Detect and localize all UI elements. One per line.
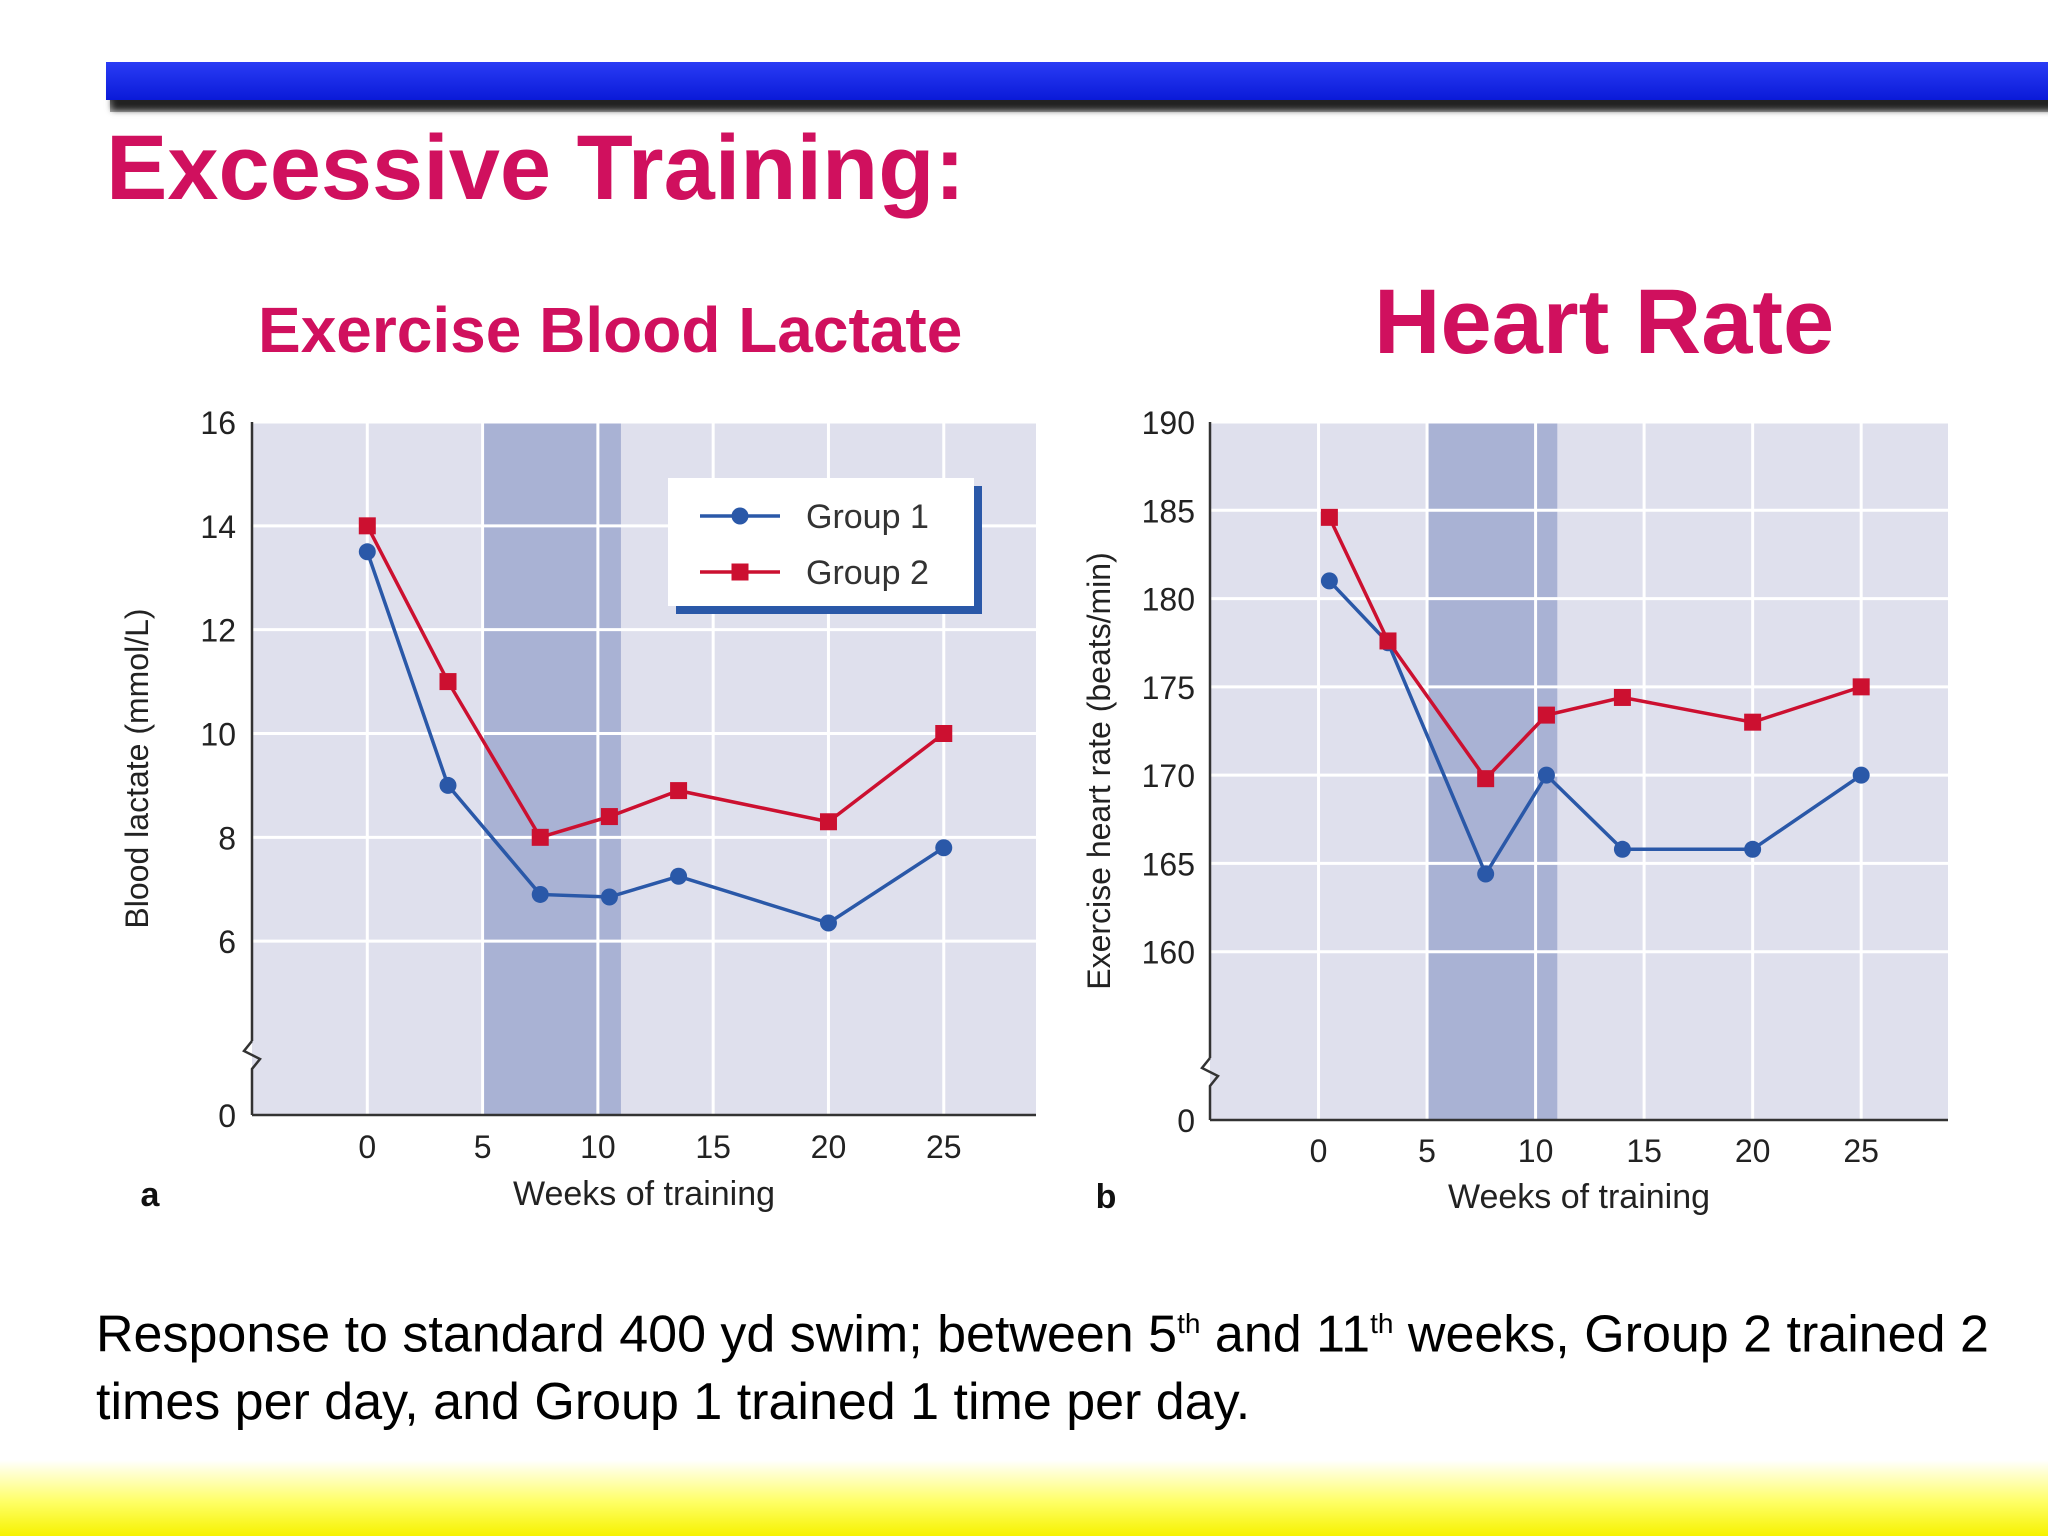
y-tick-label: 0 <box>1177 1103 1195 1139</box>
x-tick-label: 25 <box>926 1129 962 1165</box>
data-point-group-2 <box>935 725 953 742</box>
data-point-group-2 <box>1477 770 1495 788</box>
chart-a: 0 6 8 10 12 14 16 0 5 10 15 20 25 Weeks of training Bl… <box>119 405 1036 1214</box>
caption-sup-1: th <box>1177 1308 1201 1339</box>
data-point-group-2 <box>1613 688 1631 706</box>
legend-marker-square <box>731 563 749 581</box>
data-point-group-2 <box>1852 678 1870 696</box>
y-tick-label: 6 <box>218 924 236 960</box>
data-point-group-2 <box>1744 713 1762 731</box>
data-point-group-1 <box>670 867 688 885</box>
lactate-chart-title: Exercise Blood Lactate <box>258 294 963 366</box>
y-tick-label: 160 <box>1142 935 1195 971</box>
top-bar-shadow <box>110 100 2048 112</box>
x-axis-label: Weeks of training <box>1448 1178 1710 1216</box>
data-point-group-2 <box>358 517 376 535</box>
y-tick-label: 14 <box>200 509 236 545</box>
data-point-group-1 <box>1852 766 1870 784</box>
data-point-group-2 <box>1379 632 1397 650</box>
heart-rate-chart-title: Heart Rate <box>1374 271 1835 373</box>
legend-marker-circle <box>731 507 749 525</box>
data-point-group-1 <box>819 914 837 932</box>
data-point-group-1 <box>935 839 953 857</box>
legend-box <box>668 478 974 606</box>
data-point-group-1 <box>1744 840 1762 858</box>
panel-label: b <box>1096 1178 1117 1216</box>
x-tick-label: 15 <box>1626 1133 1662 1169</box>
y-tick-label: 165 <box>1142 846 1195 882</box>
data-point-group-1 <box>531 885 549 903</box>
y-tick-label: 170 <box>1142 758 1195 794</box>
y-axis-label: Exercise heart rate (beats/min) <box>1081 552 1117 990</box>
x-tick-label: 20 <box>1735 1133 1771 1169</box>
caption-part-3: weeks, Group 2 trained 2 times per day, … <box>96 1305 1989 1432</box>
panel-label: a <box>141 1176 161 1214</box>
y-tick-label: 0 <box>218 1098 236 1134</box>
y-axis-break-mark <box>242 1040 262 1115</box>
x-tick-label: 25 <box>1843 1133 1879 1169</box>
slide-title: Excessive Training: <box>106 117 966 219</box>
data-point-group-1 <box>1537 766 1555 784</box>
x-tick-label: 15 <box>695 1129 731 1165</box>
data-point-group-2 <box>670 782 688 800</box>
data-point-group-2 <box>1320 508 1338 526</box>
y-axis-break-mark <box>1200 1057 1220 1120</box>
data-point-group-1 <box>1320 572 1338 590</box>
top-bar <box>106 62 2048 100</box>
data-point-group-1 <box>358 543 376 561</box>
y-tick-label: 10 <box>200 717 236 753</box>
data-point-group-2 <box>439 673 457 691</box>
data-point-group-2 <box>1537 706 1555 724</box>
y-tick-label: 16 <box>200 405 236 441</box>
x-tick-label: 10 <box>580 1129 616 1165</box>
y-tick-label: 190 <box>1142 405 1195 441</box>
y-tick-label: 8 <box>218 820 236 856</box>
y-tick-label: 185 <box>1142 493 1195 529</box>
data-point-group-2 <box>600 808 618 826</box>
caption-sup-2: th <box>1370 1308 1394 1339</box>
y-tick-label: 12 <box>200 613 236 649</box>
caption-part-2: and 11 <box>1200 1305 1371 1364</box>
slide-caption: Response to standard 400 yd swim; betwee… <box>96 1290 1996 1436</box>
legend-entry-label: Group 2 <box>806 554 929 592</box>
data-point-group-1 <box>1613 840 1631 858</box>
x-tick-label: 0 <box>358 1129 376 1165</box>
y-axis-label: Blood lactate (mmol/L) <box>119 608 155 928</box>
x-tick-label: 10 <box>1518 1133 1554 1169</box>
x-axis-label: Weeks of training <box>513 1175 775 1213</box>
chart-b: 0 160 165 170 175 180 185 190 0 5 10 15 20 25 Weeks of… <box>1081 405 1948 1216</box>
bottom-gradient-bar <box>0 1460 2048 1536</box>
data-point-group-1 <box>439 776 457 794</box>
plot-background <box>1210 422 1948 1120</box>
x-tick-label: 0 <box>1310 1133 1328 1169</box>
data-point-group-2 <box>531 828 549 846</box>
data-point-group-1 <box>600 888 618 906</box>
data-point-group-1 <box>1477 865 1495 883</box>
legend-entry-label: Group 1 <box>806 498 929 536</box>
x-tick-label: 5 <box>474 1129 492 1165</box>
x-tick-label: 5 <box>1418 1133 1436 1169</box>
chart-legend: Group 1 Group 2 <box>668 478 982 614</box>
data-point-group-2 <box>819 813 837 831</box>
y-tick-label: 180 <box>1142 582 1195 618</box>
x-tick-label: 20 <box>811 1129 847 1165</box>
y-tick-label: 175 <box>1142 670 1195 706</box>
caption-part-1: Response to standard 400 yd swim; betwee… <box>96 1305 1178 1364</box>
